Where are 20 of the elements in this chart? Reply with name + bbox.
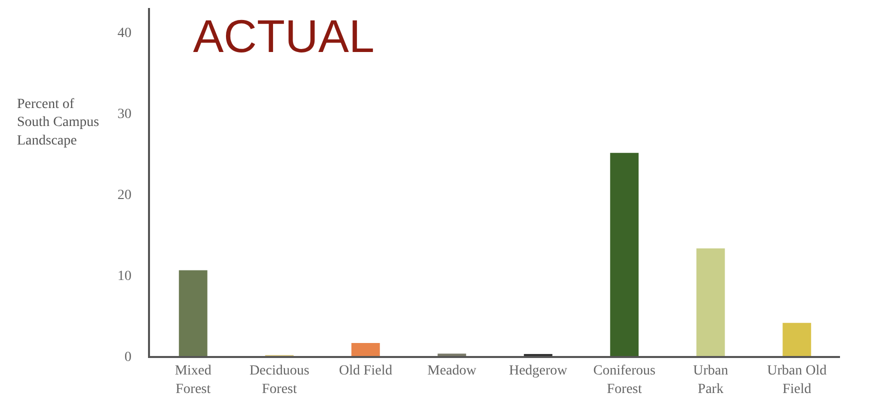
y-tick-label: 0: [124, 350, 132, 365]
bar: [351, 343, 380, 356]
y-tick-label: 20: [117, 188, 132, 204]
x-tick-label: Meadow: [427, 364, 478, 379]
x-tick-label: Deciduous Forest: [249, 364, 310, 397]
x-tick-label: Urban Old Field: [767, 364, 827, 397]
y-tick-label: 10: [117, 268, 132, 284]
y-axis-title: Percent of South Campus Landscape: [17, 97, 100, 148]
bar: [178, 270, 208, 356]
bar: [610, 152, 639, 356]
x-tick-label: Hedgerow: [508, 364, 568, 379]
bar: [696, 248, 725, 356]
chart-title: ACTUAL: [193, 10, 374, 62]
y-tick-label: 40: [117, 26, 132, 42]
x-tick-label: Coniferous Forest: [593, 364, 656, 397]
x-tick-label: Old Field: [338, 364, 392, 379]
x-tick-label: Urban Park: [693, 364, 728, 397]
x-tick-label: Mixed Forest: [174, 364, 212, 397]
y-tick-label: 30: [117, 107, 132, 122]
bar: [782, 322, 812, 356]
